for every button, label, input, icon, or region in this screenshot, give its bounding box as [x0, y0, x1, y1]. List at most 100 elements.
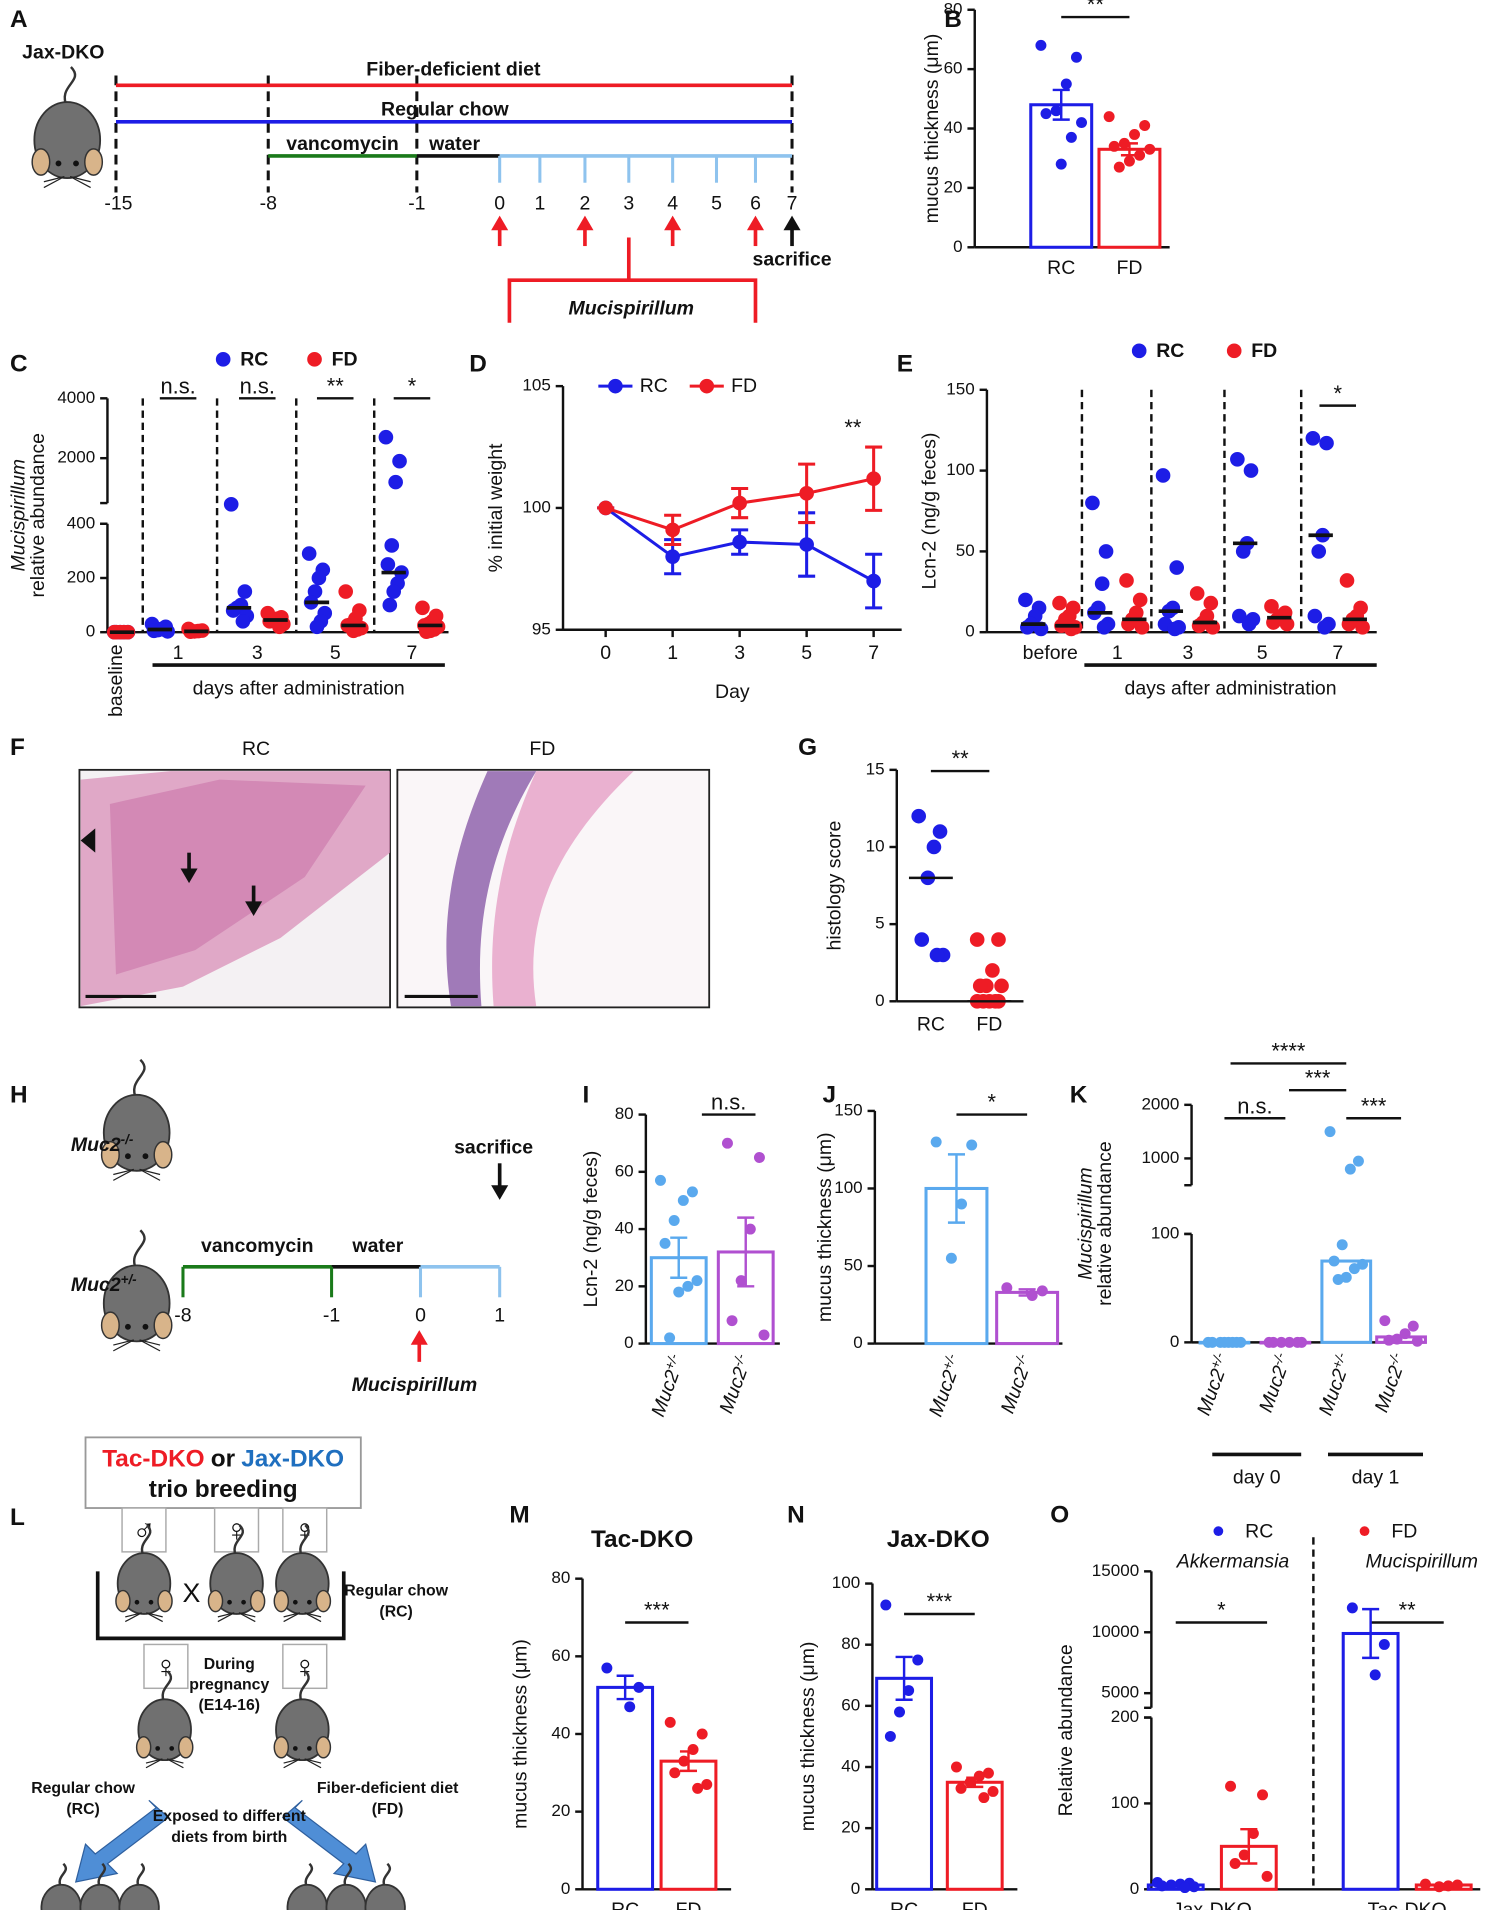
data-point — [985, 963, 1000, 978]
mouse-whisker — [146, 1612, 163, 1618]
timeline-label: -15 — [104, 193, 132, 215]
mouse-body — [286, 1883, 328, 1910]
data-point — [1026, 1290, 1038, 1301]
symbol-box — [282, 1643, 328, 1690]
y-axis-label: Mucispirillum — [8, 459, 30, 572]
mouse-whisker — [146, 1612, 163, 1623]
data-point — [272, 619, 287, 635]
x-tick-label: RC — [1047, 257, 1075, 279]
data-point — [1085, 495, 1100, 511]
mouse-body — [325, 1883, 367, 1910]
y-tick-label: 0 — [624, 1333, 633, 1352]
data-point — [1357, 1258, 1368, 1270]
data-point — [691, 1275, 703, 1287]
cage — [95, 1571, 346, 1641]
data-point — [950, 1761, 962, 1773]
data-point — [1063, 621, 1079, 637]
timeline-label: 2 — [580, 193, 591, 215]
mouse-eye — [241, 1599, 246, 1605]
x-tick-label: 5 — [1257, 642, 1268, 664]
bracket — [507, 237, 758, 323]
mouse-icon — [273, 1670, 332, 1769]
mouse-eye — [155, 1746, 161, 1751]
timeline-label: -1 — [408, 193, 425, 215]
mouse-ear — [315, 1736, 332, 1759]
data-point — [1055, 158, 1067, 170]
data-point — [1305, 430, 1321, 446]
mouse-body — [209, 1552, 264, 1615]
x-tick-label: 1 — [173, 642, 184, 664]
data-point — [392, 453, 407, 469]
legend-marker — [1213, 1526, 1224, 1537]
mouse-icon — [100, 1058, 173, 1181]
data-point — [799, 486, 814, 501]
data-point — [1018, 592, 1033, 608]
mouse-eye — [292, 1599, 298, 1605]
water-label: water — [428, 133, 480, 155]
strain-label: Jax-DKO — [22, 41, 104, 63]
mouse-whisker — [283, 1612, 301, 1623]
mouse-eye — [73, 160, 79, 167]
column-header: Mucispirillum — [1366, 1551, 1478, 1573]
data-point — [1070, 51, 1082, 63]
data-point — [991, 932, 1006, 947]
tissue-muscle — [492, 771, 634, 1007]
x-tick-label: 3 — [734, 642, 745, 664]
pregnancy-label: pregnancy — [189, 1677, 269, 1694]
data-point — [1355, 620, 1370, 635]
data-point — [1134, 620, 1150, 635]
genotype-sup: -/- — [121, 1132, 134, 1147]
x-tick-label: FD — [962, 1899, 988, 1910]
mouse-whisker — [43, 176, 65, 189]
x-tick-label: 7 — [407, 642, 418, 664]
y-tick-label: 40 — [615, 1219, 634, 1238]
data-point — [994, 978, 1009, 994]
mouse-body — [118, 1883, 160, 1910]
x-tick-label: 0 — [600, 642, 611, 664]
data-point — [237, 584, 253, 599]
data-point — [1247, 1827, 1259, 1839]
y-tick-label: 80 — [551, 1568, 570, 1587]
gene: Muc2 — [1255, 1363, 1292, 1415]
x-tick-label: RC — [917, 1014, 945, 1036]
data-point — [1103, 111, 1115, 123]
y-tick-label: 40 — [841, 1756, 860, 1775]
mouse-ear — [84, 148, 104, 176]
mouse-whisker — [124, 1612, 142, 1623]
y-tick-label: 400 — [67, 513, 95, 532]
data-point — [665, 522, 680, 538]
mouse-body — [102, 1093, 171, 1172]
data-point — [930, 1136, 942, 1148]
gene: Muc2 — [1371, 1363, 1408, 1415]
y-tick-label: 0 — [1130, 1879, 1139, 1898]
significance-label: n.s. — [1237, 1093, 1272, 1118]
pregnancy-label: (E14-16) — [198, 1697, 260, 1714]
data-point — [1094, 576, 1110, 592]
gene: Muc2 — [715, 1364, 752, 1416]
data-point — [1165, 1879, 1177, 1891]
y-axis-label: mucus thickness (μm) — [509, 1639, 531, 1829]
strain-a: Tac-DKO — [102, 1446, 204, 1473]
y-tick-label: 200 — [1111, 1707, 1139, 1726]
x-tick-label: 3 — [1182, 642, 1193, 664]
data-point — [388, 474, 403, 490]
data-point — [1060, 78, 1072, 90]
data-point — [1257, 1789, 1269, 1801]
significance-label: *** — [1361, 1093, 1387, 1118]
y-tick-label: 0 — [851, 1879, 860, 1898]
data-point — [914, 932, 930, 947]
data-point — [1156, 1880, 1168, 1892]
data-point — [678, 1755, 690, 1767]
x-tick-label: Muc2+/- — [1190, 1350, 1235, 1419]
timeline-label: 7 — [787, 193, 798, 215]
significance-label: * — [1217, 1598, 1226, 1623]
mouse-ear — [177, 1736, 194, 1759]
y-tick-label: 105 — [522, 376, 550, 395]
mouse-whisker — [113, 1339, 134, 1346]
data-point — [686, 1186, 698, 1198]
organism-label: Mucispirillum — [568, 297, 693, 319]
mouse-body — [40, 1883, 82, 1910]
mouse-whisker — [145, 1758, 163, 1764]
significance-label: ** — [1399, 1598, 1417, 1623]
significance-label: ** — [1087, 0, 1105, 17]
